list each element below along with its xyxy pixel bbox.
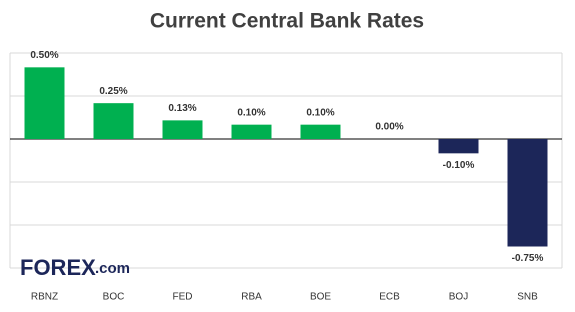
bar (93, 103, 134, 139)
x-tick-label: BOE (310, 292, 331, 303)
value-label: 0.25% (99, 86, 127, 97)
bar (162, 120, 203, 139)
value-label: -0.10% (443, 160, 475, 171)
bar (300, 124, 341, 139)
x-tick-label: ECB (379, 292, 400, 303)
bar (438, 139, 479, 154)
x-tick-label: SNB (517, 292, 538, 303)
bar (24, 67, 65, 139)
x-tick-label: FED (173, 292, 193, 303)
bar (507, 139, 548, 247)
value-label: 0.00% (375, 122, 403, 133)
value-label: 0.10% (306, 107, 334, 118)
logo-brand: FOREX (20, 255, 96, 280)
bar (231, 124, 272, 139)
x-tick-label: RBNZ (31, 292, 58, 303)
chart-title: Current Central Bank Rates (150, 10, 424, 33)
value-label: -0.75% (512, 253, 544, 264)
x-tick-label: RBA (241, 292, 262, 303)
logo-suffix: .com (95, 260, 130, 277)
value-label: 0.10% (237, 107, 265, 118)
x-tick-label: BOJ (449, 292, 468, 303)
value-label: 0.13% (168, 103, 196, 114)
value-label: 0.50% (30, 50, 58, 61)
x-tick-label: BOC (103, 292, 125, 303)
